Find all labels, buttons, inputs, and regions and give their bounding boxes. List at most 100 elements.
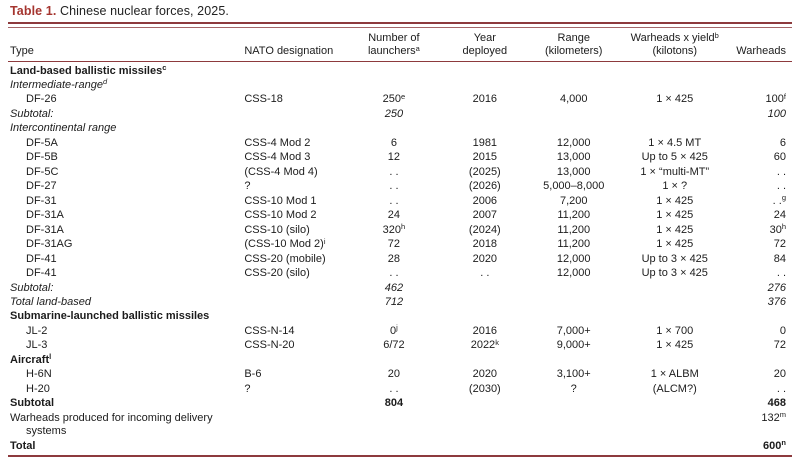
cell-year [444,397,525,411]
table-row: Subtotal: 462 276 [8,281,792,295]
table-row: JL-3 CSS-N-20 6/72 2022k 9,000+ 1 × 425 72 [8,339,792,353]
cell-yield: 1 × 425 [656,238,694,251]
cell-warheads: 276 [767,281,786,294]
cell-year: 2016 [472,93,498,106]
cell-warheads: . . [776,382,786,395]
cell-year [444,310,525,324]
cell-yield: (ALCM?) [652,382,697,395]
cell-launchers [343,62,444,79]
cell-warheads: 60 [773,151,786,164]
cell-nato: CSS-10 Mod 2 [244,209,317,222]
cell-warheads [727,310,792,324]
table-row: Land-based ballistic missilesc [8,62,792,79]
cell-yield: 1 × 425 [656,93,694,106]
cell-type: Total land-based [10,296,91,308]
top-double-rule [8,22,792,28]
cell-year: 2018 [472,238,498,251]
cell-warheads [727,353,792,367]
cell-launchers: 12 [387,151,401,164]
cell-type: DF-41 [26,252,57,265]
cell-nato [238,439,344,457]
cell-warheads: 6 [779,136,786,149]
cell-yield [622,353,727,367]
cell-yield: 1 × 425 [656,339,694,352]
cell-type: DF-41 [26,267,57,280]
table-title-label: Table 1. [10,4,57,18]
cell-year [444,439,526,457]
cell-warheads [727,62,792,79]
cell-warheads: 72 [773,238,786,251]
cell-range: 5,000–8,000 [543,180,605,193]
cell-type: H-20 [26,382,50,395]
cell-nato [238,62,343,79]
cell-type: DF-31 [26,194,57,207]
table-row: DF-5C (CSS-4 Mod 4) . . (2025) 13,000 1 × “mu… [8,165,792,179]
cell-warheads: . . [776,165,786,178]
cell-launchers [343,122,444,136]
cell-nato: ? [244,382,251,395]
table-row: Submarine-launched ballistic missiles [8,310,792,324]
cell-warheads: 30h [769,222,786,236]
cell-year [444,281,525,295]
cell-yield: Up to 5 × 425 [641,151,708,164]
column-header-yield: Warheads x yieldb (kilotons) [622,28,728,62]
cell-year: 2020 [472,368,498,381]
cell-launchers: 24 [387,209,401,222]
cell-launchers [343,310,444,324]
cell-type: Intermediate-ranged [10,77,108,91]
footnote-marker: a [415,43,420,53]
footnote-marker: j [396,323,398,333]
cell-nato [238,122,343,136]
table-row: DF-31AG (CSS-10 Mod 2)i 72 2018 11,200 1 × 42… [8,236,792,252]
cell-yield [622,122,727,136]
cell-warheads [727,79,792,93]
cell-launchers: 20 [387,368,401,381]
footnote-marker: m [779,410,786,420]
cell-year: 1981 [472,136,498,149]
cell-type: Subtotal [10,397,54,410]
cell-year [444,411,525,439]
cell-yield: Up to 3 × 425 [641,252,708,265]
cell-range: 7,200 [559,194,588,207]
cell-launchers: 804 [384,397,404,410]
cell-range [525,79,622,93]
table-row: DF-27? . . (2026) 5,000–8,000 1 × ? . . [8,180,792,194]
table-row: Warheads produced for incoming delivery … [8,411,792,439]
cell-nato: CSS-N-14 [244,324,295,337]
cell-yield: 1 × 700 [656,324,694,337]
cell-type: Subtotal: [10,281,54,294]
cell-nato: B-6 [244,368,262,381]
cell-year [444,79,525,93]
cell-year: (2026) [468,180,501,193]
cell-warheads: 100 [767,107,786,120]
cell-type: Land-based ballistic missilesc [10,63,167,77]
cell-yield: 1 × 425 [656,194,694,207]
table-row: Intermediate-ranged [8,77,792,93]
header-row: Type NATO designation Number of launchersa Y… [8,28,792,62]
cell-year [444,62,525,79]
cell-range: 13,000 [556,165,591,178]
cell-type: Subtotal: [10,107,54,120]
footnote-marker: d [102,77,108,87]
column-header-warheads: Warheads [727,28,792,62]
cell-type: JL-2 [26,324,48,337]
cell-range: 13,000 [556,151,591,164]
table-title-text: Chinese nuclear forces, 2025. [56,4,229,18]
cell-range: 11,200 [557,238,591,251]
cell-launchers: 6 [390,136,397,149]
cell-launchers [343,411,444,439]
cell-type: Intercontinental range [10,122,117,135]
cell-range: 4,000 [559,93,588,106]
table-header: Type NATO designation Number of launchersa Y… [8,28,792,62]
cell-nato: CSS-10 Mod 1 [244,194,317,207]
cell-range: 12,000 [556,136,591,149]
cell-warheads: 468 [767,397,786,410]
footnote-marker: g [781,193,786,203]
cell-type: Total [8,439,239,457]
footnote-marker: i [323,236,326,246]
cell-launchers: 250e [382,91,406,106]
cell-range: 12,000 [556,267,591,280]
cell-yield [622,296,727,310]
cell-warheads: 20 [773,368,786,381]
cell-launchers [343,439,445,457]
